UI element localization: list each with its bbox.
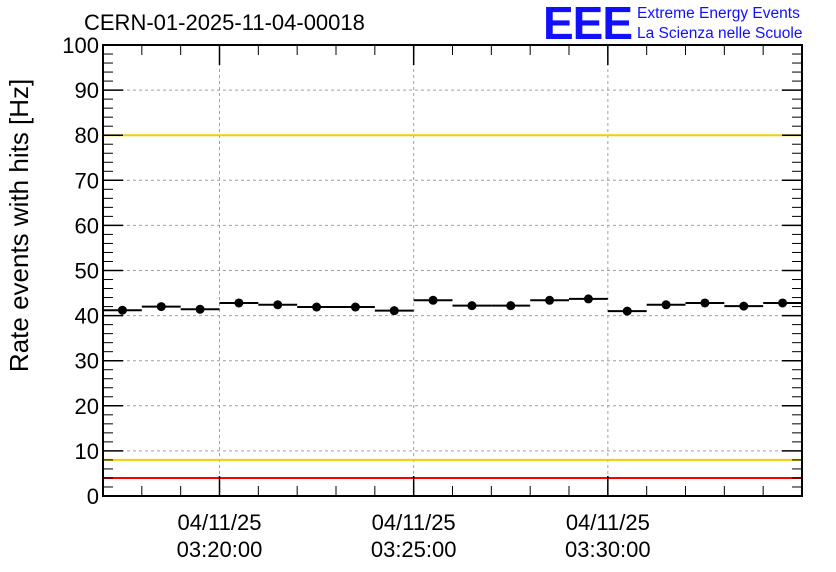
axis-labels: 010203040506070809010004/11/2503:20:0004… (62, 33, 650, 562)
chart-title: CERN-01-2025-11-04-00018 (84, 10, 365, 35)
data-point (428, 295, 438, 305)
y-tick-label: 70 (75, 168, 99, 193)
x-tick-label-date: 04/11/25 (372, 510, 456, 535)
y-tick-label: 40 (75, 304, 99, 329)
x-tick-label-date: 04/11/25 (177, 510, 261, 535)
data-point (739, 301, 749, 311)
y-tick-label: 80 (75, 123, 99, 148)
data-point (467, 301, 477, 311)
y-tick-label: 20 (75, 394, 99, 419)
data-point (350, 302, 360, 312)
data-point (583, 294, 593, 304)
logo-caption-line2: La Scienza nelle Scuole (637, 25, 803, 42)
data-point (700, 298, 710, 308)
y-tick-label: 60 (75, 213, 99, 238)
logo-caption-line1: Extreme Energy Events (637, 5, 800, 22)
y-tick-label: 100 (62, 33, 99, 58)
grid-lines (103, 45, 802, 496)
data-series (103, 294, 802, 316)
data-point (312, 302, 322, 312)
x-tick-label-time: 03:25:00 (371, 537, 457, 562)
eee-logo-icon: EEE (543, 0, 633, 49)
y-tick-label: 90 (75, 78, 99, 103)
x-tick-label-time: 03:20:00 (177, 537, 263, 562)
logo-caption: Extreme Energy Events La Scienza nelle S… (637, 4, 802, 44)
data-point (778, 298, 788, 308)
axis-ticks (102, 44, 803, 497)
y-tick-label: 0 (87, 484, 99, 509)
threshold-lines (103, 44, 802, 479)
y-tick-label: 30 (75, 349, 99, 374)
x-tick-label-date: 04/11/25 (566, 510, 650, 535)
data-point (389, 306, 399, 316)
data-point (156, 302, 166, 312)
y-tick-label: 10 (75, 439, 99, 464)
data-point (234, 298, 244, 308)
x-tick-label-time: 03:30:00 (565, 537, 651, 562)
data-point (195, 304, 205, 314)
y-axis-title: Rate events with hits [Hz] (4, 79, 34, 372)
data-point (273, 300, 283, 310)
y-tick-label: 50 (75, 259, 99, 284)
data-point (622, 306, 632, 316)
data-point (661, 300, 671, 310)
data-point (117, 305, 127, 315)
data-point (506, 301, 516, 311)
data-point (545, 295, 555, 305)
